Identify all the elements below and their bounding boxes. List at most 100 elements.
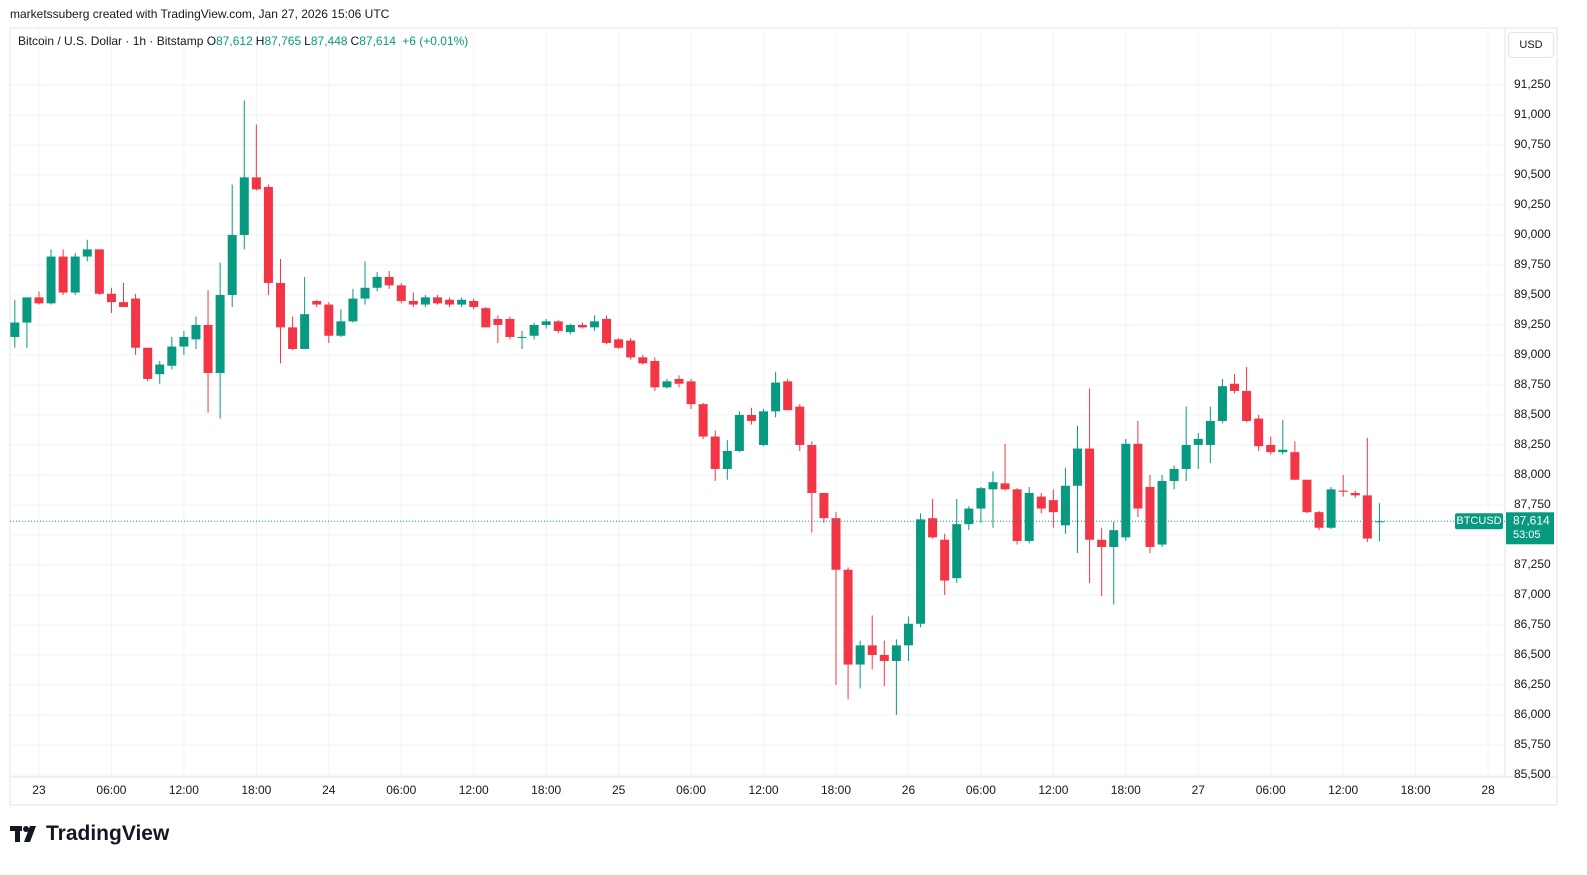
candle-body <box>1012 489 1022 541</box>
candle-body <box>1133 443 1143 509</box>
candle-body <box>517 336 527 338</box>
candle-body <box>1157 480 1167 545</box>
y-tick-label: 85,750 <box>1514 737 1551 751</box>
candle-body <box>1073 448 1083 486</box>
x-tick-label: 06:00 <box>1256 783 1286 797</box>
candle-body <box>263 186 273 283</box>
candle-body <box>541 321 551 325</box>
candle-body <box>722 450 732 469</box>
candle-body <box>300 314 310 349</box>
candle-body <box>686 381 696 405</box>
candle-body <box>1362 495 1372 539</box>
y-tick-label: 88,500 <box>1514 407 1551 421</box>
chart-frame <box>9 27 1558 806</box>
y-tick-label: 90,500 <box>1514 167 1551 181</box>
candle-body <box>288 327 298 349</box>
x-tick-label: 18:00 <box>531 783 561 797</box>
candle-body <box>227 234 237 295</box>
y-tick-label: 89,000 <box>1514 347 1551 361</box>
candle-body <box>1097 539 1107 547</box>
candle-body <box>855 645 865 665</box>
candle-body <box>336 321 346 336</box>
candle-body <box>119 302 129 307</box>
x-tick-label: 12:00 <box>749 783 779 797</box>
candle-body <box>964 508 974 525</box>
candle-body <box>819 492 829 519</box>
candle-body <box>879 654 889 661</box>
candle-body <box>1193 438 1203 445</box>
candle-body <box>46 256 56 304</box>
candle-body <box>203 324 213 373</box>
candle-body <box>759 411 769 445</box>
y-tick-label: 90,750 <box>1514 137 1551 151</box>
candle-body <box>674 378 684 384</box>
candle-body <box>1169 468 1179 481</box>
chart-title: Bitcoin / U.S. Dollar · 1h · Bitstamp <box>18 34 204 48</box>
logo-icon <box>10 826 36 842</box>
candle-body <box>1060 485 1070 526</box>
candle-body <box>807 444 817 493</box>
candle-body <box>143 347 153 379</box>
ohlc-label: O <box>206 34 217 48</box>
candle-body <box>831 518 841 570</box>
candle-body <box>493 318 503 325</box>
candle-body <box>432 297 442 304</box>
x-tick-label: 26 <box>902 783 916 797</box>
x-tick-label: 06:00 <box>386 783 416 797</box>
candle-body <box>131 298 141 348</box>
candle-body <box>1205 420 1215 445</box>
candle-body <box>384 276 394 286</box>
candle-body <box>469 300 479 307</box>
x-tick-label: 12:00 <box>169 783 199 797</box>
x-tick-label: 18:00 <box>241 783 271 797</box>
candle-body <box>1338 490 1348 492</box>
candle-body <box>191 324 201 340</box>
candle-body <box>1266 444 1276 453</box>
candle-body <box>928 518 938 538</box>
candle-body <box>602 318 612 343</box>
attribution: marketssuberg created with TradingView.c… <box>10 7 390 21</box>
candle-body <box>1242 390 1252 421</box>
ohlc-value: 87,612 <box>216 34 253 48</box>
x-tick-label: 27 <box>1192 783 1206 797</box>
candle-body <box>1024 492 1034 541</box>
candle-body <box>348 298 358 322</box>
y-tick-label: 86,500 <box>1514 647 1551 661</box>
candle-body <box>106 293 116 303</box>
y-tick-label: 85,500 <box>1514 767 1551 781</box>
ohlc-label: C <box>350 34 360 48</box>
y-tick-label: 91,000 <box>1514 107 1551 121</box>
candle-body <box>783 381 793 411</box>
candle-body <box>94 249 104 294</box>
candle-body <box>58 256 68 293</box>
candle-body <box>239 177 249 235</box>
candle-body <box>408 300 418 305</box>
candle-body <box>155 364 165 375</box>
candle-body <box>1314 512 1324 528</box>
candle-body <box>312 300 322 305</box>
candle-body <box>1278 449 1288 453</box>
candle-body <box>1229 383 1239 391</box>
candle-body <box>734 414 744 451</box>
legend: Bitcoin / U.S. Dollar · 1h · Bitstamp O8… <box>18 34 471 48</box>
candle-body <box>867 645 877 655</box>
candle-body <box>1145 486 1155 547</box>
candle-body <box>843 569 853 665</box>
candle-body <box>1121 443 1131 538</box>
candle-body <box>952 524 962 579</box>
candle-body <box>396 285 406 301</box>
price-tag <box>1506 512 1554 545</box>
price-tag-countdown: 53:05 <box>1513 529 1541 541</box>
symbol-tag <box>1455 513 1503 530</box>
y-tick-label: 91,250 <box>1514 77 1551 91</box>
x-tick-label: 12:00 <box>1038 783 1068 797</box>
currency-button[interactable]: USD <box>1508 32 1554 58</box>
candle-body <box>940 539 950 581</box>
x-tick-label: 06:00 <box>96 783 126 797</box>
y-tick-label: 87,000 <box>1514 587 1551 601</box>
x-tick-label: 12:00 <box>1328 783 1358 797</box>
x-tick-label: 23 <box>32 783 46 797</box>
ohlc-value: 87,765 <box>264 34 302 48</box>
candle-body <box>710 436 720 469</box>
